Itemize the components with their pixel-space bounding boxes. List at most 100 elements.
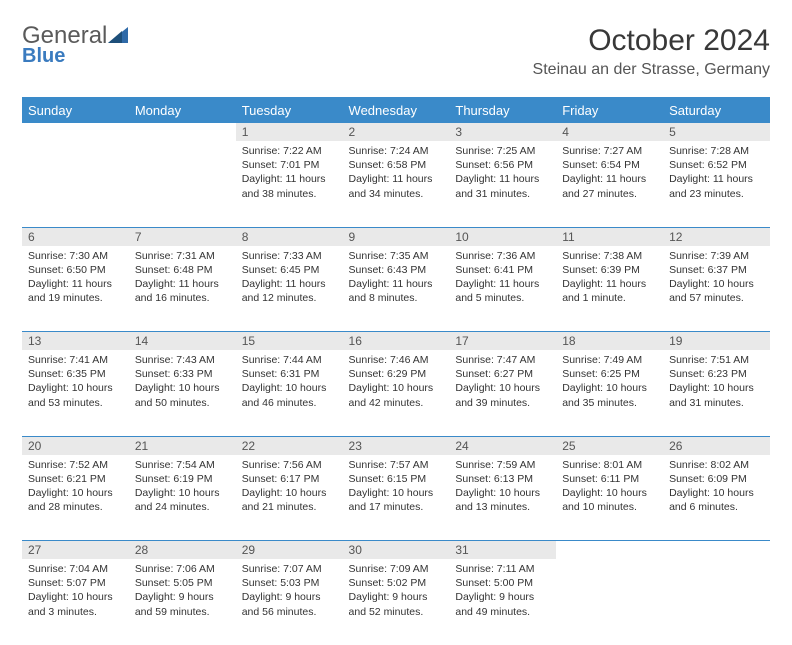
calendar-cell: Sunrise: 7:39 AMSunset: 6:37 PMDaylight:… [663, 246, 770, 332]
day-number: 7 [129, 228, 236, 246]
day-number: 2 [343, 123, 450, 141]
calendar-cell: Sunrise: 7:44 AMSunset: 6:31 PMDaylight:… [236, 350, 343, 436]
day-number: 19 [663, 332, 770, 350]
day-header: Wednesday [343, 98, 450, 124]
calendar-cell: Sunrise: 7:27 AMSunset: 6:54 PMDaylight:… [556, 141, 663, 227]
calendar-cell: Sunrise: 7:09 AMSunset: 5:02 PMDaylight:… [343, 559, 450, 645]
calendar-cell [663, 559, 770, 645]
day-number: 16 [343, 332, 450, 350]
day-number: 25 [556, 437, 663, 455]
brand-name-sub: Blue [22, 46, 128, 66]
day-number: 27 [22, 541, 129, 559]
day-number: 20 [22, 437, 129, 455]
cell-content: Sunrise: 7:07 AMSunset: 5:03 PMDaylight:… [236, 559, 343, 623]
day-number: 4 [556, 123, 663, 141]
calendar-cell: Sunrise: 7:47 AMSunset: 6:27 PMDaylight:… [449, 350, 556, 436]
cell-content: Sunrise: 8:02 AMSunset: 6:09 PMDaylight:… [663, 455, 770, 519]
day-number: 22 [236, 437, 343, 455]
day-number: 5 [663, 123, 770, 141]
day-number: 29 [236, 541, 343, 559]
calendar-cell: Sunrise: 8:01 AMSunset: 6:11 PMDaylight:… [556, 455, 663, 541]
day-number: 11 [556, 228, 663, 246]
calendar-cell: Sunrise: 7:11 AMSunset: 5:00 PMDaylight:… [449, 559, 556, 645]
day-header: Tuesday [236, 98, 343, 124]
cell-content: Sunrise: 7:04 AMSunset: 5:07 PMDaylight:… [22, 559, 129, 623]
cell-content: Sunrise: 7:27 AMSunset: 6:54 PMDaylight:… [556, 141, 663, 205]
day-header: Sunday [22, 98, 129, 124]
title-block: October 2024 Steinau an der Strasse, Ger… [533, 24, 770, 79]
cell-content: Sunrise: 7:41 AMSunset: 6:35 PMDaylight:… [22, 350, 129, 414]
calendar-cell: Sunrise: 7:30 AMSunset: 6:50 PMDaylight:… [22, 246, 129, 332]
calendar-cell: Sunrise: 7:57 AMSunset: 6:15 PMDaylight:… [343, 455, 450, 541]
cell-content: Sunrise: 7:39 AMSunset: 6:37 PMDaylight:… [663, 246, 770, 310]
calendar-cell: Sunrise: 7:41 AMSunset: 6:35 PMDaylight:… [22, 350, 129, 436]
day-number: 26 [663, 437, 770, 455]
page-header: General Blue October 2024 Steinau an der… [22, 24, 770, 79]
calendar-cell [22, 141, 129, 227]
cell-content: Sunrise: 7:47 AMSunset: 6:27 PMDaylight:… [449, 350, 556, 414]
cell-content: Sunrise: 7:35 AMSunset: 6:43 PMDaylight:… [343, 246, 450, 310]
cell-content: Sunrise: 7:57 AMSunset: 6:15 PMDaylight:… [343, 455, 450, 519]
day-number: 15 [236, 332, 343, 350]
day-number: 23 [343, 437, 450, 455]
cell-content: Sunrise: 7:06 AMSunset: 5:05 PMDaylight:… [129, 559, 236, 623]
cell-content: Sunrise: 7:30 AMSunset: 6:50 PMDaylight:… [22, 246, 129, 310]
day-number: 21 [129, 437, 236, 455]
calendar-cell: Sunrise: 7:43 AMSunset: 6:33 PMDaylight:… [129, 350, 236, 436]
cell-content: Sunrise: 7:44 AMSunset: 6:31 PMDaylight:… [236, 350, 343, 414]
calendar-cell: Sunrise: 7:25 AMSunset: 6:56 PMDaylight:… [449, 141, 556, 227]
cell-content: Sunrise: 7:46 AMSunset: 6:29 PMDaylight:… [343, 350, 450, 414]
cell-content: Sunrise: 7:25 AMSunset: 6:56 PMDaylight:… [449, 141, 556, 205]
calendar-cell: Sunrise: 7:46 AMSunset: 6:29 PMDaylight:… [343, 350, 450, 436]
calendar-cell: Sunrise: 7:33 AMSunset: 6:45 PMDaylight:… [236, 246, 343, 332]
day-number: 31 [449, 541, 556, 559]
day-number: 14 [129, 332, 236, 350]
cell-content: Sunrise: 7:56 AMSunset: 6:17 PMDaylight:… [236, 455, 343, 519]
calendar-cell: Sunrise: 7:56 AMSunset: 6:17 PMDaylight:… [236, 455, 343, 541]
calendar-cell: Sunrise: 7:24 AMSunset: 6:58 PMDaylight:… [343, 141, 450, 227]
cell-content: Sunrise: 7:24 AMSunset: 6:58 PMDaylight:… [343, 141, 450, 205]
calendar-cell: Sunrise: 7:07 AMSunset: 5:03 PMDaylight:… [236, 559, 343, 645]
day-number: 12 [663, 228, 770, 246]
brand-text-block: General Blue [22, 24, 128, 66]
location-label: Steinau an der Strasse, Germany [533, 61, 770, 79]
day-number [663, 541, 770, 559]
day-number: 17 [449, 332, 556, 350]
day-header: Friday [556, 98, 663, 124]
cell-content: Sunrise: 7:51 AMSunset: 6:23 PMDaylight:… [663, 350, 770, 414]
calendar-cell: Sunrise: 7:51 AMSunset: 6:23 PMDaylight:… [663, 350, 770, 436]
calendar-table: SundayMondayTuesdayWednesdayThursdayFrid… [22, 97, 770, 645]
day-header: Monday [129, 98, 236, 124]
cell-content: Sunrise: 7:52 AMSunset: 6:21 PMDaylight:… [22, 455, 129, 519]
cell-content: Sunrise: 7:36 AMSunset: 6:41 PMDaylight:… [449, 246, 556, 310]
day-number [22, 123, 129, 141]
calendar-cell: Sunrise: 7:06 AMSunset: 5:05 PMDaylight:… [129, 559, 236, 645]
calendar-cell: Sunrise: 7:35 AMSunset: 6:43 PMDaylight:… [343, 246, 450, 332]
calendar-cell: Sunrise: 7:59 AMSunset: 6:13 PMDaylight:… [449, 455, 556, 541]
day-number [556, 541, 663, 559]
cell-content: Sunrise: 7:09 AMSunset: 5:02 PMDaylight:… [343, 559, 450, 623]
calendar-cell: Sunrise: 7:54 AMSunset: 6:19 PMDaylight:… [129, 455, 236, 541]
day-number: 18 [556, 332, 663, 350]
calendar-cell: Sunrise: 7:28 AMSunset: 6:52 PMDaylight:… [663, 141, 770, 227]
day-number: 24 [449, 437, 556, 455]
brand-logo: General Blue [22, 24, 128, 66]
day-number: 3 [449, 123, 556, 141]
calendar-cell: Sunrise: 7:31 AMSunset: 6:48 PMDaylight:… [129, 246, 236, 332]
brand-triangle-icon [108, 22, 128, 49]
calendar-cell [129, 141, 236, 227]
cell-content: Sunrise: 7:11 AMSunset: 5:00 PMDaylight:… [449, 559, 556, 623]
cell-content: Sunrise: 7:54 AMSunset: 6:19 PMDaylight:… [129, 455, 236, 519]
calendar-cell: Sunrise: 7:04 AMSunset: 5:07 PMDaylight:… [22, 559, 129, 645]
calendar-head: SundayMondayTuesdayWednesdayThursdayFrid… [22, 98, 770, 124]
day-number: 1 [236, 123, 343, 141]
cell-content: Sunrise: 7:49 AMSunset: 6:25 PMDaylight:… [556, 350, 663, 414]
day-number: 13 [22, 332, 129, 350]
calendar-cell [556, 559, 663, 645]
cell-content: Sunrise: 7:59 AMSunset: 6:13 PMDaylight:… [449, 455, 556, 519]
day-number: 9 [343, 228, 450, 246]
cell-content: Sunrise: 8:01 AMSunset: 6:11 PMDaylight:… [556, 455, 663, 519]
cell-content: Sunrise: 7:28 AMSunset: 6:52 PMDaylight:… [663, 141, 770, 205]
calendar-cell: Sunrise: 7:36 AMSunset: 6:41 PMDaylight:… [449, 246, 556, 332]
day-number: 8 [236, 228, 343, 246]
